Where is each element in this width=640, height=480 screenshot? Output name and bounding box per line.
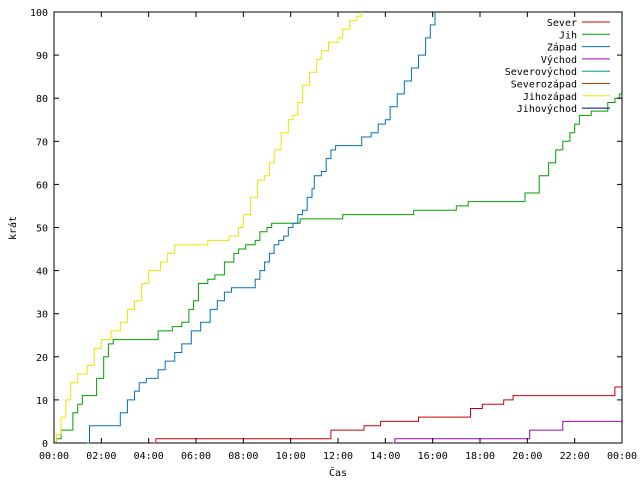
series-line-sever <box>153 386 622 444</box>
legend-label-sever: Sever <box>547 18 577 29</box>
y-tick-label: 50 <box>36 224 48 235</box>
y-tick-label: 20 <box>36 353 48 364</box>
series-line-jih <box>54 93 622 444</box>
x-tick-label: 22:00 <box>560 451 590 462</box>
y-axis: 0 10 20 30 40 50 60 70 80 90 100 <box>30 8 622 450</box>
legend-label-jih: Jih <box>559 30 577 41</box>
series-line-jihozapad <box>54 12 363 444</box>
x-tick-label: 00:00 <box>607 451 637 462</box>
series-layer <box>54 12 622 444</box>
y-tick-label: 60 <box>36 180 48 191</box>
y-tick-label: 100 <box>30 8 48 19</box>
y-tick-label: 40 <box>36 267 48 278</box>
x-tick-label: 06:00 <box>181 451 211 462</box>
y-tick-label: 80 <box>36 94 48 105</box>
x-tick-label: 00:00 <box>39 451 69 462</box>
legend-label-zapad: Západ <box>547 42 577 54</box>
y-tick-label: 90 <box>36 51 48 62</box>
legend-label-severovychod: Severovýchod <box>505 66 577 78</box>
series-line-zapad <box>87 12 436 444</box>
x-tick-label: 16:00 <box>418 451 448 462</box>
legend-label-jihozapad: Jihozápad <box>523 91 577 103</box>
legend-label-vychod: Východ <box>541 54 577 66</box>
x-axis: 00:00 02:00 04:00 06:00 08:00 10:00 12:00 14:00… <box>39 12 637 462</box>
legend-label-jihovychod: Jihovýchod <box>517 103 577 115</box>
x-tick-label: 02:00 <box>86 451 116 462</box>
y-tick-label: 10 <box>36 396 48 407</box>
x-tick-label: 20:00 <box>512 451 542 462</box>
x-axis-label: Čas <box>329 466 347 479</box>
series-line-vychod <box>392 420 622 444</box>
x-tick-label: 18:00 <box>465 451 495 462</box>
y-tick-label: 70 <box>36 137 48 148</box>
y-axis-label: krát <box>7 216 19 240</box>
x-tick-label: 14:00 <box>370 451 400 462</box>
x-tick-label: 12:00 <box>323 451 353 462</box>
legend: SeverJihZápadVýchodSeverovýchodSeverozáp… <box>505 18 610 115</box>
y-tick-label: 0 <box>42 439 48 450</box>
x-tick-label: 04:00 <box>134 451 164 462</box>
x-tick-label: 08:00 <box>228 451 258 462</box>
x-tick-label: 10:00 <box>276 451 306 462</box>
legend-label-severozapad: Severozápad <box>511 79 577 91</box>
y-tick-label: 30 <box>36 310 48 321</box>
